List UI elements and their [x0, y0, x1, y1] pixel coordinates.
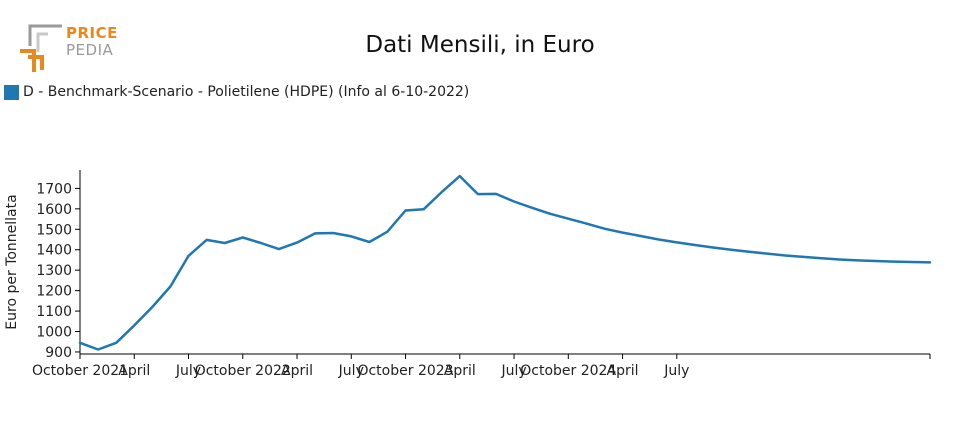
- logo-text-bottom: PEDIA: [66, 41, 114, 59]
- logo-mark-icon: [20, 24, 62, 72]
- series-group: [78, 174, 932, 351]
- y-tick-label: 1200: [36, 284, 72, 300]
- x-tick-label: July: [500, 363, 526, 379]
- x-tick-label: July: [338, 363, 364, 379]
- y-tick-label: 1600: [36, 202, 72, 218]
- x-tick-label: October 2022: [195, 363, 291, 379]
- x-tick-label: April: [118, 363, 150, 379]
- y-tick-label: 1000: [36, 325, 72, 341]
- y-tick-label: 900: [45, 345, 72, 361]
- x-tick-label: April: [607, 363, 639, 379]
- y-tick-label: 1400: [36, 243, 72, 259]
- x-tick-label: July: [663, 363, 689, 379]
- chart-legend[interactable]: D - Benchmark-Scenario - Polietilene (HD…: [4, 84, 469, 100]
- legend-swatch: [4, 84, 19, 100]
- x-tick-label: October 2024: [520, 363, 616, 379]
- x-tick-label: April: [444, 363, 476, 379]
- chart-title: Dati Mensili, in Euro: [365, 32, 595, 58]
- y-axis-label: Euro per Tonnellata: [4, 194, 20, 329]
- y-tick-label: 1100: [36, 304, 72, 320]
- x-tick-label: July: [175, 363, 201, 379]
- series-line[interactable]: [78, 174, 932, 351]
- pricepedia-logo: PRICE PEDIA: [18, 24, 128, 74]
- x-tick-label: October 2023: [357, 363, 453, 379]
- y-tick-label: 1300: [36, 263, 72, 279]
- y-tick-label: 1500: [36, 222, 72, 238]
- y-tick-label: 1700: [36, 181, 72, 197]
- legend-label: D - Benchmark-Scenario - Polietilene (HD…: [23, 84, 470, 100]
- logo-text-top: PRICE: [66, 24, 118, 42]
- x-tick-label: October 2021: [32, 363, 128, 379]
- x-tick-label: April: [281, 363, 313, 379]
- y-axis: 900 1000 1100 1200 1300 1400 1500 1600 1700: [36, 170, 81, 361]
